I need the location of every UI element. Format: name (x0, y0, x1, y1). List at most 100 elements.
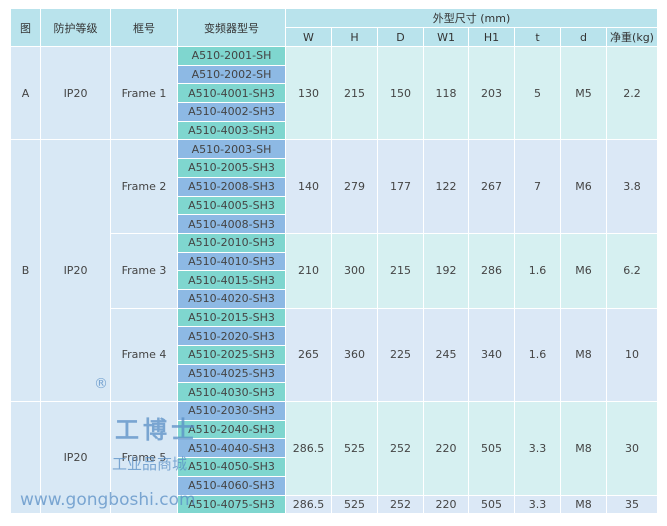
model-cell: A510-4003-SH3 (177, 120, 286, 141)
dim-cell: M6 (560, 139, 607, 234)
dim-cell: M5 (560, 45, 607, 141)
model-cell: A510-2020-SH3 (177, 326, 286, 346)
header-cell: 防护等级 (40, 8, 111, 47)
dim-cell: 203 (468, 45, 515, 141)
row: A IP20 Frame 1 A510-2001-SH 130 215 150 118 203 5… (10, 45, 659, 141)
row: A510-2002-SH (11, 64, 658, 85)
header-cell: t (514, 27, 561, 47)
model-cell: A510-2010-SH3 (177, 232, 286, 253)
row: IP20 Frame 5 A510-2030-SH3 286.5 525 252 220 50… (10, 401, 659, 515)
row: A510-4025-SH3 (11, 363, 658, 384)
dim-cell: 286 (468, 232, 515, 309)
header-cell: H (331, 27, 378, 47)
header-cell: 变频器型号 (177, 8, 286, 47)
row: A510-2008-SH3 (11, 176, 658, 197)
dim-cell: 215 (331, 45, 378, 141)
model-cell: A510-2040-SH3 (177, 419, 286, 440)
dim-cell: 3.8 (605, 139, 659, 234)
dim-cell: 252 (377, 401, 424, 496)
dim-cell: M8 (560, 401, 607, 496)
dim-cell: 210 (285, 232, 332, 309)
model-cell: A510-4002-SH3 (177, 102, 286, 122)
dim-cell: 1.6 (514, 307, 561, 403)
header-cell: d (560, 27, 607, 47)
header-cell: 外型尺寸 (mm) (284, 8, 659, 28)
dim-cell: 225 (377, 307, 424, 403)
model-cell: A510-4015-SH3 (177, 270, 286, 290)
model-cell: A510-2002-SH (177, 64, 286, 85)
dim-cell: 192 (423, 232, 469, 309)
dim-cell: 525 (331, 494, 378, 515)
row: A510-4002-SH3 (11, 102, 658, 122)
row: A510-4050-SH3 (11, 457, 658, 477)
dim-cell: 220 (423, 401, 469, 496)
dim-cell: 6.2 (605, 232, 659, 309)
dim-cell: 252 (377, 494, 424, 515)
header-cell: W1 (423, 27, 469, 47)
figure-cell: A (10, 45, 41, 141)
dim-cell: 360 (331, 307, 378, 403)
dim-cell: M8 (560, 494, 607, 515)
frame-cell: Frame 1 (110, 45, 178, 141)
dim-cell: 220 (423, 494, 469, 515)
dim-cell: 215 (377, 232, 424, 309)
model-cell: A510-4075-SH3 (177, 494, 286, 515)
dim-cell: 3.3 (514, 494, 561, 515)
row: A510-4040-SH3 (11, 438, 658, 459)
header-cell: 净重(kg) (605, 27, 659, 47)
model-cell: A510-2003-SH (177, 139, 286, 160)
dim-cell: 505 (468, 494, 515, 515)
dim-cell: 279 (331, 139, 378, 234)
dim-cell: 1.6 (514, 232, 561, 309)
dim-cell: 525 (331, 401, 378, 496)
dim-cell: 140 (285, 139, 332, 234)
row: B IP20 Frame 2 A510-2003-SH 140 279 177 122 267 7… (10, 139, 659, 403)
model-cell: A510-2008-SH3 (177, 176, 286, 197)
dim-cell: 340 (468, 307, 515, 403)
dim-cell: 3.3 (514, 401, 561, 496)
frame-cell: Frame 2 (110, 139, 178, 234)
frame-cell: Frame 4 (110, 307, 178, 403)
row: A510-4075-SH3 286.5 525 252 220 505 3.3 M8 35 (11, 494, 659, 515)
dim-cell: 35 (605, 494, 659, 515)
dim-cell: 122 (423, 139, 469, 234)
model-cell: A510-2015-SH3 (177, 307, 286, 328)
row: A510-2005-SH3 (11, 158, 658, 178)
dim-cell: 505 (468, 401, 515, 496)
row: Frame 4 A510-2015-SH3 265 360 225 245 340 1.6 M8… (11, 307, 659, 403)
header-cell: D (377, 27, 424, 47)
model-cell: A510-4040-SH3 (177, 438, 286, 459)
model-cell: A510-4030-SH3 (177, 382, 286, 403)
row: A510-2040-SH3 (11, 419, 658, 440)
dim-cell: 10 (605, 307, 659, 403)
dim-cell: 177 (377, 139, 424, 234)
dim-cell: 300 (331, 232, 378, 309)
row: A510-4015-SH3 (11, 270, 658, 290)
dim-cell: 267 (468, 139, 515, 234)
dim-cell: 286.5 (285, 401, 332, 496)
header-cell: 框号 (110, 8, 178, 47)
header-cell: 图 (10, 8, 41, 47)
dim-cell: M8 (560, 307, 607, 403)
dim-cell: 7 (514, 139, 561, 234)
model-cell: A510-4050-SH3 (177, 457, 286, 477)
dim-cell: 2.2 (605, 45, 659, 141)
dim-cell: 5 (514, 45, 561, 141)
row: A510-4030-SH3 (11, 382, 658, 403)
watermark-reg: ® (94, 376, 108, 392)
model-cell: A510-2025-SH3 (177, 345, 286, 365)
row: A510-4005-SH3 (11, 195, 658, 216)
protection-cell: IP20 (40, 401, 111, 515)
figure-cell (10, 401, 41, 515)
watermark-mall: 工业品商城 (112, 455, 188, 473)
figure-cell: B (10, 139, 41, 403)
dim-cell: 118 (423, 45, 469, 141)
model-cell: A510-2005-SH3 (177, 158, 286, 178)
dim-cell: 286.5 (285, 494, 332, 515)
dim-cell: 265 (285, 307, 332, 403)
spec-table: 图 防护等级 框号 变频器型号 外型尺寸 (mm) W H D W1 H1 t d 净重(kg… (10, 8, 659, 515)
frame-cell: Frame 3 (110, 232, 178, 309)
dim-cell: 245 (423, 307, 469, 403)
dim-cell: M6 (560, 232, 607, 309)
